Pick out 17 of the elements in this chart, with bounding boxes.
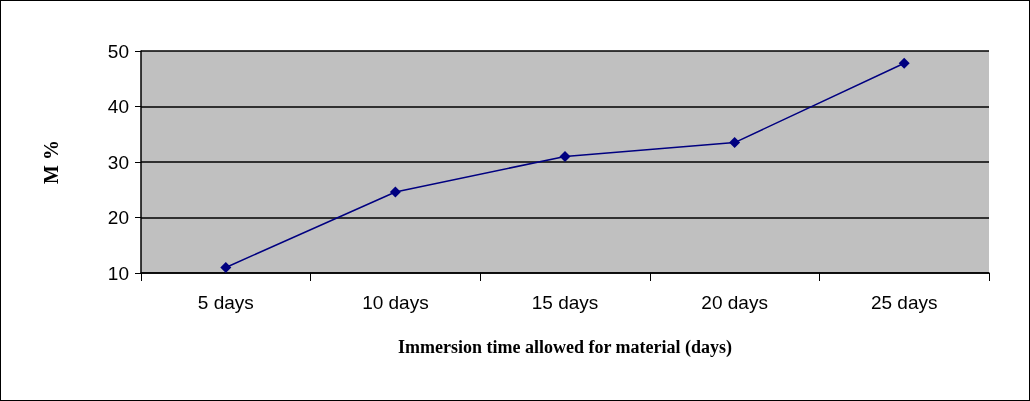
point [389, 186, 401, 198]
point [898, 57, 910, 69]
point [559, 150, 571, 162]
y-tick-label: 50 [107, 40, 129, 62]
x-tick-label: 25 days [870, 292, 938, 313]
point [220, 261, 232, 273]
x-tick-label: 10 days [362, 292, 429, 313]
x-tick-label: 20 days [701, 292, 768, 313]
y-axis-title: M % [40, 140, 62, 184]
point [729, 137, 741, 149]
y-tick-label: 40 [107, 96, 129, 117]
x-tick-label: 15 days [531, 292, 599, 313]
y-tick-label: 10 [107, 262, 129, 284]
y-tick-label: 30 [107, 151, 129, 173]
x-axis-title: Immersion time allowed for material (days) [397, 337, 733, 358]
x-tick-label: 5 days [197, 292, 254, 313]
y-tick-label: 20 [107, 207, 129, 228]
